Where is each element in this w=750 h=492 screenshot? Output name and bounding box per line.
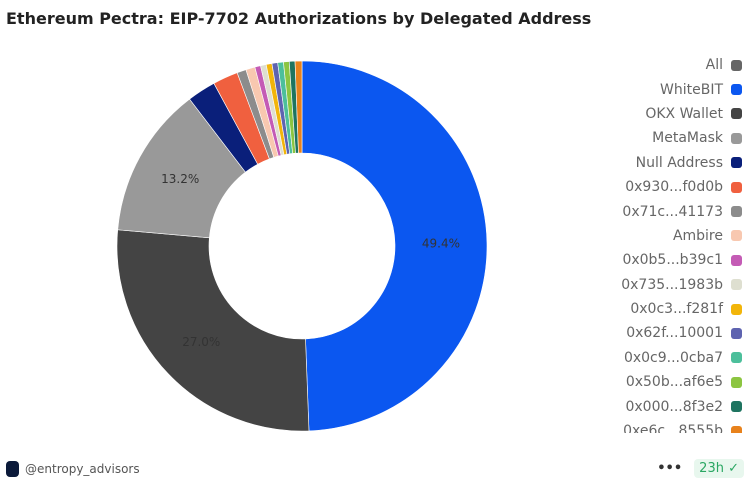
legend-label: 0x0c9...0cba7	[623, 349, 723, 366]
legend-item[interactable]: All	[542, 53, 742, 77]
legend-swatch	[731, 376, 742, 388]
refresh-badge[interactable]: 23h ✓	[694, 459, 744, 478]
chart-title: Ethereum Pectra: EIP-7702 Authorizations…	[6, 9, 592, 28]
legend-item[interactable]: 0x930...f0d0b	[542, 175, 742, 199]
legend-label: Ambire	[672, 227, 723, 244]
legend-swatch	[731, 279, 742, 291]
legend-label: 0x0c3...f281f	[630, 301, 723, 318]
legend: All WhiteBIT OKX Wallet MetaMask Null Addres…	[542, 53, 742, 433]
legend-label: 0x000...8f3e2	[625, 398, 723, 415]
legend-item[interactable]: 0x0c3...f281f	[542, 297, 742, 321]
legend-swatch	[731, 108, 742, 120]
slice-label-0: 49.4%	[422, 236, 460, 250]
age-label: 23h	[699, 461, 724, 476]
legend-label: 0x50b...af6e5	[625, 374, 723, 391]
legend-swatch	[731, 59, 742, 71]
legend-swatch	[731, 84, 742, 96]
slice-label-1: 27.0%	[182, 335, 220, 349]
legend-item[interactable]: 0x0c9...0cba7	[542, 346, 742, 370]
check-circle-icon: ✓	[728, 461, 739, 476]
more-options-button[interactable]: •••	[657, 461, 683, 476]
slice-1[interactable]	[116, 229, 310, 432]
legend-label: Null Address	[635, 154, 723, 171]
slice-14[interactable]	[294, 60, 303, 154]
footer-author[interactable]: @entropy_advisors	[6, 461, 140, 477]
legend-label: 0x0b5...b39c1	[622, 252, 723, 269]
legend-swatch	[731, 206, 742, 218]
author-avatar	[6, 461, 19, 477]
legend-label: 0x735...1983b	[621, 276, 723, 293]
legend-swatch	[731, 352, 742, 364]
donut-chart: 49.4% 27.0% 13.2%	[116, 60, 488, 432]
legend-item[interactable]: 0x62f...10001	[542, 321, 742, 345]
legend-item[interactable]: 0x71c...41173	[542, 199, 742, 223]
legend-item[interactable]: WhiteBIT	[542, 77, 742, 101]
legend-swatch	[731, 157, 742, 169]
legend-label: 0x930...f0d0b	[625, 179, 723, 196]
legend-label: WhiteBIT	[660, 81, 723, 98]
slice-label-2: 13.2%	[161, 172, 199, 186]
legend-swatch	[731, 254, 742, 266]
legend-swatch	[731, 425, 742, 433]
legend-swatch	[731, 230, 742, 242]
legend-label: OKX Wallet	[645, 105, 723, 122]
legend-item[interactable]: OKX Wallet	[542, 102, 742, 126]
legend-item[interactable]: Ambire	[542, 224, 742, 248]
legend-label: 0x71c...41173	[622, 203, 723, 220]
legend-swatch	[731, 132, 742, 144]
legend-item[interactable]: Null Address	[542, 151, 742, 175]
legend-item[interactable]: MetaMask	[542, 126, 742, 150]
author-handle[interactable]: @entropy_advisors	[25, 462, 140, 476]
legend-item[interactable]: 0x0b5...b39c1	[542, 248, 742, 272]
legend-label: 0x62f...10001	[626, 325, 723, 342]
legend-swatch	[731, 303, 742, 315]
slice-0[interactable]	[301, 60, 488, 432]
legend-swatch	[731, 401, 742, 413]
legend-label: MetaMask	[652, 130, 723, 147]
legend-item[interactable]: 0xe6c...8555b	[542, 419, 742, 433]
legend-item[interactable]: 0x50b...af6e5	[542, 370, 742, 394]
legend-label: All	[705, 57, 723, 74]
legend-swatch	[731, 327, 742, 339]
legend-item[interactable]: 0x000...8f3e2	[542, 394, 742, 418]
legend-label: 0xe6c...8555b	[623, 423, 723, 433]
legend-item[interactable]: 0x735...1983b	[542, 273, 742, 297]
footer-right: ••• 23h ✓	[657, 459, 744, 478]
legend-swatch	[731, 181, 742, 193]
